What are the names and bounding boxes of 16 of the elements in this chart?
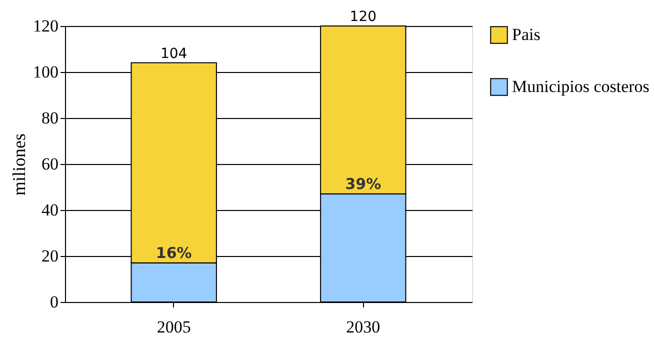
- x-tick-label: 2005: [156, 318, 191, 336]
- y-tick-label: 60: [42, 154, 58, 174]
- y-tick-label: 0: [50, 292, 58, 312]
- annotation: 16%: [156, 244, 192, 262]
- y-tick-label: 40: [42, 200, 58, 220]
- annotation: 39%: [345, 174, 382, 193]
- legend-label: Municipios costeros: [512, 77, 650, 96]
- y-tick-label: 120: [33, 16, 58, 36]
- total-label: 120: [350, 9, 377, 25]
- y-tick-label: 20: [42, 246, 58, 266]
- x-tick-label: 2030: [346, 318, 380, 336]
- y-tick-label: 100: [33, 62, 58, 82]
- total-label: 104: [160, 46, 188, 62]
- y-axis-title: miliones: [9, 134, 29, 196]
- legend-label: Pais: [512, 25, 540, 44]
- y-tick-label: 80: [42, 108, 58, 128]
